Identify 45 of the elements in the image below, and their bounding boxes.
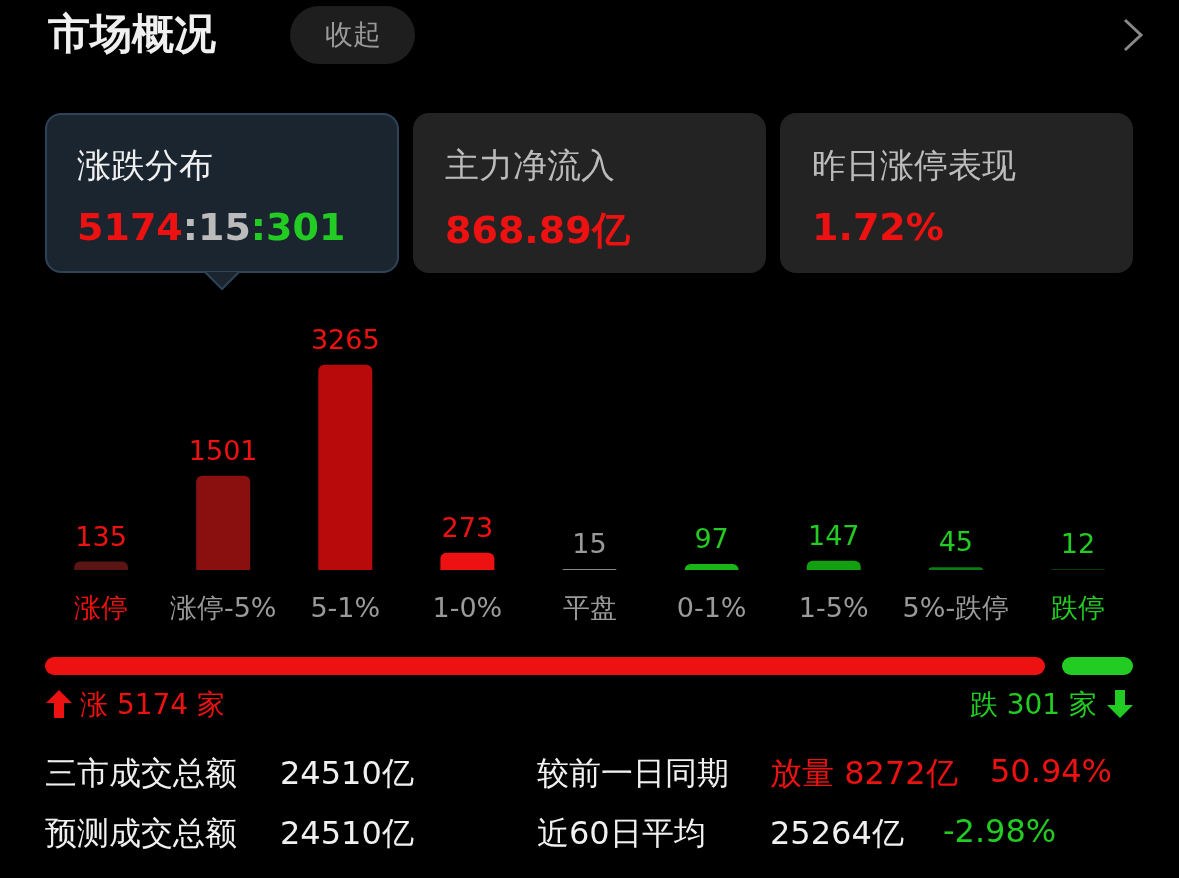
bar [806, 560, 861, 570]
text: 较前一日同期 [537, 753, 729, 794]
text: 24510亿 [280, 813, 414, 854]
text: 跌 301 家 [969, 687, 1097, 723]
text: 涨跌分布 [77, 144, 213, 187]
text: 868.89亿 [445, 207, 630, 254]
text: 涨 5174 家 [80, 687, 226, 723]
data-label: 97 [694, 522, 729, 554]
text: 5174:15:301 [77, 205, 346, 249]
x-tick-label: 平盘 [562, 592, 617, 623]
x-tick-label: 0-1% [676, 592, 747, 623]
x-tick-label: 涨停-5% [169, 592, 277, 623]
text: -2.98% [943, 812, 1057, 850]
x-tick-label: 涨停 [74, 592, 129, 623]
bar [196, 475, 251, 570]
text: 近60日平均 [537, 813, 706, 854]
x-tick-label: 跌停 [1050, 592, 1105, 623]
text: 25264亿 [770, 813, 904, 854]
x-tick-label: 1-0% [432, 592, 503, 623]
data-label: 135 [75, 520, 127, 552]
text: 昨日涨停表现 [812, 144, 1016, 187]
text: 预测成交总额 [45, 813, 237, 854]
data-label: 15 [572, 528, 607, 560]
bar [440, 552, 495, 570]
chart-title: 市场概况 [48, 8, 216, 60]
text: 放量 8272亿 [770, 753, 958, 794]
data-label: 45 [938, 526, 974, 558]
text: 1.72% [812, 205, 944, 249]
x-tick-label: 5%-跌停 [902, 592, 1010, 623]
data-label: 1501 [188, 434, 258, 466]
text: 50.94% [990, 752, 1113, 790]
text: 三市成交总额 [45, 753, 237, 794]
data-label: 273 [441, 511, 494, 543]
text: 主力净流入 [445, 144, 615, 187]
data-label: 3265 [310, 323, 380, 355]
data-label: 147 [807, 519, 860, 551]
x-tick-label: 5-1% [310, 592, 381, 623]
bar [928, 567, 983, 570]
text: 24510亿 [280, 753, 414, 794]
text: 收起 [290, 6, 415, 64]
bar [74, 561, 129, 570]
x-tick-label: 1-5% [798, 592, 869, 623]
bar [318, 364, 373, 570]
bar [684, 563, 739, 570]
data-label: 12 [1060, 528, 1096, 560]
